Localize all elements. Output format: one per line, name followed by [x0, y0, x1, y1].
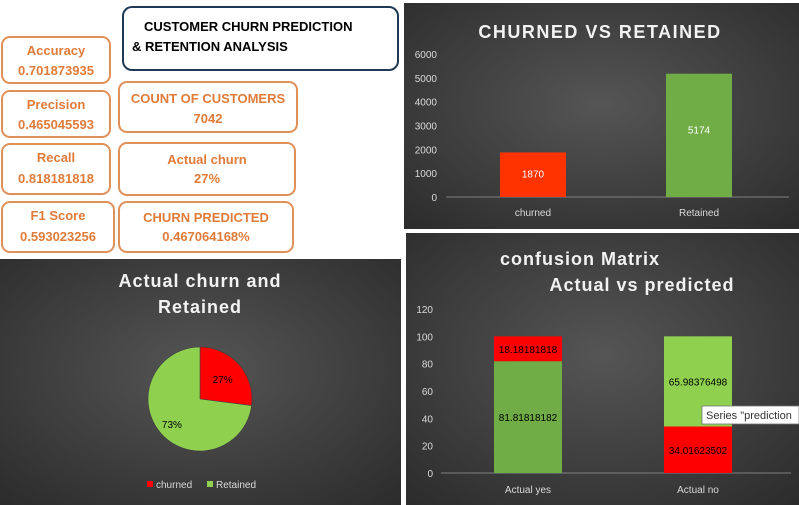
recall-card: Recall 0.818181818: [1, 143, 111, 195]
x-tick-label: Retained: [679, 208, 719, 219]
precision-value: 0.465045593: [18, 117, 94, 132]
dashboard-title-box: CUSTOMER CHURN PREDICTION & RETENTION AN…: [122, 6, 399, 71]
churn-predicted-label: CHURN PREDICTED: [143, 210, 269, 225]
actual-churn-card: Actual churn 27%: [118, 142, 296, 196]
accuracy-value: 0.701873935: [18, 63, 94, 78]
segment-data-label: 65.98376498: [669, 377, 728, 388]
pie-slice: [147, 346, 252, 452]
series-tooltip-text: Series "prediction: [706, 410, 792, 422]
precision-card: Precision 0.465045593: [1, 90, 111, 138]
segment-data-label: 34.01623502: [669, 446, 728, 457]
bar: [666, 73, 732, 197]
segment-data-label: 81.81818182: [499, 413, 558, 424]
x-tick-label: Actual yes: [505, 485, 551, 496]
legend-swatch: [147, 481, 153, 487]
actual-churn-pie-chart: Actual churn and Retained 27% 73% churned Ret…: [0, 259, 401, 505]
series-tooltip: [701, 405, 799, 425]
y-tick-label: 6000: [415, 50, 438, 61]
f1-score-value: 0.593023256: [20, 229, 96, 244]
legend-label: Retained: [216, 480, 256, 491]
f1-score-label: F1 Score: [30, 208, 86, 223]
dashboard-title-line1: CUSTOMER CHURN PREDICTION: [144, 19, 353, 34]
stacked-bar-segment: [494, 336, 562, 362]
churn-predicted-value: 0.467064168%: [162, 229, 250, 244]
chart-title-line1: Actual churn and: [118, 271, 281, 291]
x-tick-label: churned: [515, 208, 551, 219]
x-tick-label: Actual no: [677, 485, 719, 496]
actual-churn-pie-panel: Actual churn and Retained 27% 73% churned Ret…: [0, 259, 401, 505]
precision-label: Precision: [26, 97, 86, 112]
chart-background: [406, 233, 799, 505]
pie-data-label: 73%: [162, 420, 182, 431]
confusion-matrix-panel: confusion Matrix Actual vs predicted 0 20 40…: [406, 233, 799, 505]
legend-swatch: [207, 481, 213, 487]
y-tick-label: 4000: [415, 98, 438, 109]
f1-score-card: F1 Score 0.593023256: [1, 201, 115, 253]
accuracy-card: Accuracy 0.701873935: [1, 36, 111, 84]
dashboard-title-line2: & RETENTION ANALYSIS: [132, 39, 288, 54]
recall-label: Recall: [36, 150, 76, 165]
bar: [500, 152, 566, 197]
churn-predicted-card: CHURN PREDICTED 0.467064168%: [118, 201, 294, 253]
y-tick-label: 20: [422, 442, 434, 453]
chart-title-line2: Retained: [158, 297, 242, 317]
y-tick-label: 5000: [415, 74, 438, 85]
y-tick-label: 40: [422, 414, 434, 425]
chart-title-line2: Actual vs predicted: [549, 275, 734, 295]
y-tick-label: 60: [422, 387, 434, 398]
recall-value: 0.818181818: [18, 171, 94, 186]
y-tick-label: 80: [422, 360, 434, 371]
chart-title-line1: confusion Matrix: [500, 249, 660, 269]
y-tick-label: 1000: [415, 169, 438, 180]
y-tick-label: 120: [416, 305, 433, 316]
churned-vs-retained-chart: CHURNED VS RETAINED 0 1000 2000 3000 4000 5000…: [404, 3, 799, 229]
confusion-matrix-chart: confusion Matrix Actual vs predicted 0 20 40…: [406, 233, 799, 505]
customer-count-label: COUNT OF CUSTOMERS: [130, 91, 286, 106]
chart-background: [404, 3, 799, 229]
churned-vs-retained-panel: CHURNED VS RETAINED 0 1000 2000 3000 4000 5000…: [404, 3, 799, 229]
y-tick-label: 0: [431, 193, 437, 204]
bar-data-label: 5174: [688, 126, 711, 137]
y-tick-label: 100: [416, 332, 433, 343]
y-tick-label: 0: [427, 469, 433, 480]
actual-churn-value: 27%: [193, 171, 221, 186]
y-tick-label: 3000: [415, 122, 438, 133]
pie-slice: [199, 346, 253, 406]
accuracy-label: Accuracy: [26, 43, 86, 58]
bar-data-label: 1870: [522, 169, 545, 180]
actual-churn-label: Actual churn: [167, 152, 247, 167]
stacked-bar-segment: [494, 361, 562, 473]
stacked-bar-segment: [664, 426, 732, 473]
y-tick-label: 2000: [415, 145, 438, 156]
customer-count-value: 7042: [193, 111, 223, 126]
segment-data-label: 18.18181818: [499, 345, 558, 356]
customer-count-card: COUNT OF CUSTOMERS 7042: [118, 81, 298, 133]
pie-data-label: 27%: [213, 375, 233, 386]
chart-title: CHURNED VS RETAINED: [478, 22, 721, 42]
legend-label: churned: [156, 480, 192, 491]
